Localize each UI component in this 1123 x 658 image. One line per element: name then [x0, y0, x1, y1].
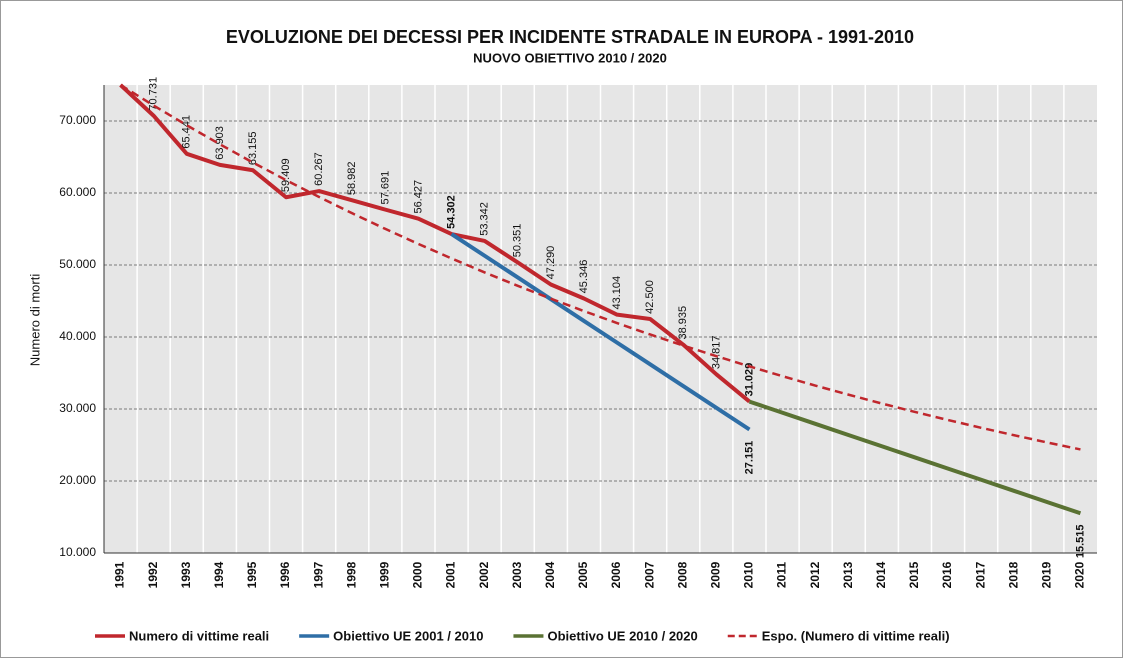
legend-label: Espo. (Numero di vittime reali) [762, 628, 950, 643]
x-tick-label: 1995 [245, 561, 259, 588]
data-label: 34.817 [710, 335, 722, 369]
x-tick-label: 2000 [411, 561, 425, 588]
x-tick-label: 1994 [212, 561, 226, 588]
y-tick-label: 70.000 [59, 113, 96, 127]
x-tick-label: 2007 [642, 561, 656, 588]
x-tick-label: 2011 [775, 562, 789, 588]
x-tick-label: 2012 [808, 561, 822, 588]
x-tick-label: 1998 [344, 561, 358, 588]
x-tick-label: 2020 [1073, 561, 1087, 588]
series-line [119, 83, 751, 404]
legend-label: Numero di vittime reali [129, 628, 269, 643]
chart-title: EVOLUZIONE DEI DECESSI PER INCIDENTE STR… [226, 27, 914, 47]
legend-label: Obiettivo UE 2010 / 2020 [547, 628, 697, 643]
x-tick-label: 1992 [146, 561, 160, 588]
series-line [450, 232, 751, 432]
data-label: 63.155 [247, 131, 259, 165]
x-tick-label: 2001 [444, 561, 458, 588]
x-tick-label: 2018 [1006, 561, 1020, 588]
series-line [119, 83, 1081, 451]
x-tick-label: 2019 [1040, 561, 1054, 588]
data-label: 47.290 [545, 246, 557, 280]
chart-subtitle: NUOVO OBIETTIVO 2010 / 2020 [473, 50, 667, 65]
y-tick-label: 20.000 [59, 473, 96, 487]
data-label: 60.267 [313, 152, 325, 186]
data-label: 38.935 [677, 306, 689, 340]
x-tick-label: 1991 [113, 561, 127, 588]
x-tick-label: 2009 [709, 561, 723, 588]
x-tick-label: 2013 [841, 561, 855, 588]
x-tick-label: 1999 [378, 561, 392, 588]
data-label: 42.500 [644, 280, 656, 314]
data-label: 65.441 [181, 115, 193, 149]
x-tick-label: 2010 [742, 561, 756, 588]
data-label: 43.104 [611, 276, 623, 310]
x-tick-label: 2004 [543, 561, 557, 588]
data-label: 59.409 [280, 158, 292, 192]
x-tick-label: 2017 [973, 561, 987, 588]
x-tick-label: 2016 [940, 561, 954, 588]
x-tick-label: 2005 [576, 561, 590, 588]
x-tick-label: 1993 [179, 561, 193, 588]
y-tick-label: 50.000 [59, 257, 96, 271]
data-label: 70.731 [148, 77, 160, 111]
y-tick-label: 10.000 [59, 545, 96, 559]
x-tick-label: 2014 [874, 561, 888, 588]
x-tick-label: 2008 [675, 561, 689, 588]
series-line [748, 399, 1082, 516]
data-label: 63.903 [214, 126, 226, 160]
data-label: 27.151 [743, 441, 755, 475]
data-label: 31.029 [743, 363, 755, 397]
data-label: 56.427 [412, 180, 424, 214]
x-tick-label: 2006 [609, 561, 623, 588]
y-tick-label: 60.000 [59, 185, 96, 199]
y-tick-label: 30.000 [59, 401, 96, 415]
x-tick-label: 2003 [510, 561, 524, 588]
data-label: 15.515 [1074, 524, 1086, 558]
data-label: 57.691 [379, 171, 391, 205]
x-tick-label: 1996 [278, 561, 292, 588]
y-tick-label: 40.000 [59, 329, 96, 343]
data-label: 58.982 [346, 162, 358, 196]
legend-label: Obiettivo UE 2001 / 2010 [333, 628, 483, 643]
data-label: 45.346 [578, 260, 590, 294]
x-tick-label: 1997 [311, 561, 325, 588]
x-tick-label: 2015 [907, 561, 921, 588]
data-label: 50.351 [512, 224, 524, 258]
data-label: 53.342 [479, 202, 491, 236]
y-axis-label: Numero di morti [27, 274, 42, 367]
x-tick-label: 2002 [477, 561, 491, 588]
data-label: 54.302 [445, 195, 457, 229]
